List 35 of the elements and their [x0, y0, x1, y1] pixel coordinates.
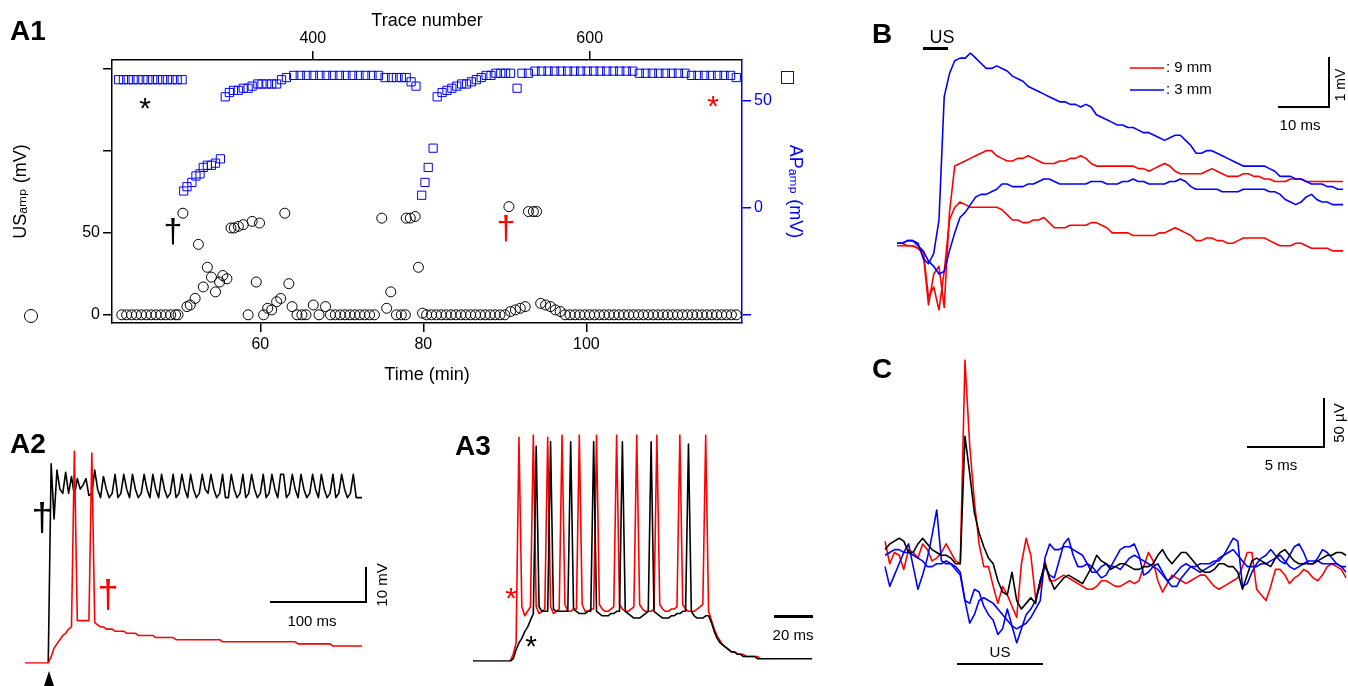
annotation: 20 ms: [772, 626, 814, 644]
y2-tick-label: 0: [754, 198, 763, 216]
chart-title: B: [872, 18, 893, 49]
annotation: *: [707, 89, 720, 123]
annotation: 50 µV: [1330, 403, 1348, 443]
chart-title: A1: [10, 15, 46, 46]
x-tick-label: 80: [414, 335, 433, 353]
y-axis-title: USₐₘₚ (mV): [9, 144, 30, 239]
x-tick-label: 60: [251, 335, 270, 353]
legend-label: : 9 mm: [1166, 58, 1212, 76]
x-axis-title: Time (min): [384, 364, 470, 385]
text: US: [989, 643, 1011, 661]
annotation: 1 mV: [1331, 68, 1348, 102]
text: 10 mV: [373, 563, 391, 607]
x2-tick-label: 600: [576, 28, 604, 46]
x2-axis-title: Trace number: [371, 9, 483, 30]
x-tick-label: 100: [572, 335, 600, 353]
annotation: 10 ms: [1279, 116, 1321, 134]
annotation: †: [97, 573, 119, 616]
text: US: [929, 26, 955, 47]
annotation: 5 ms: [1264, 456, 1298, 474]
annotation: *: [525, 629, 538, 663]
annotation: †: [163, 211, 183, 250]
annotation: †: [31, 496, 53, 539]
y2-tick-label: 50: [754, 91, 772, 109]
annotation: †: [496, 208, 516, 247]
annotation: 100 ms: [287, 612, 337, 630]
y2-axis-title: APₐₘₚ (mV): [786, 144, 807, 239]
annotation: *: [505, 581, 518, 615]
annotation: *: [139, 91, 152, 125]
x2-tick-label: 400: [299, 28, 327, 46]
chart-title: C: [872, 353, 893, 384]
legend-label: : 3 mm: [1166, 80, 1212, 98]
chart-title: A2: [10, 428, 46, 459]
chart-title: A3: [455, 430, 491, 461]
